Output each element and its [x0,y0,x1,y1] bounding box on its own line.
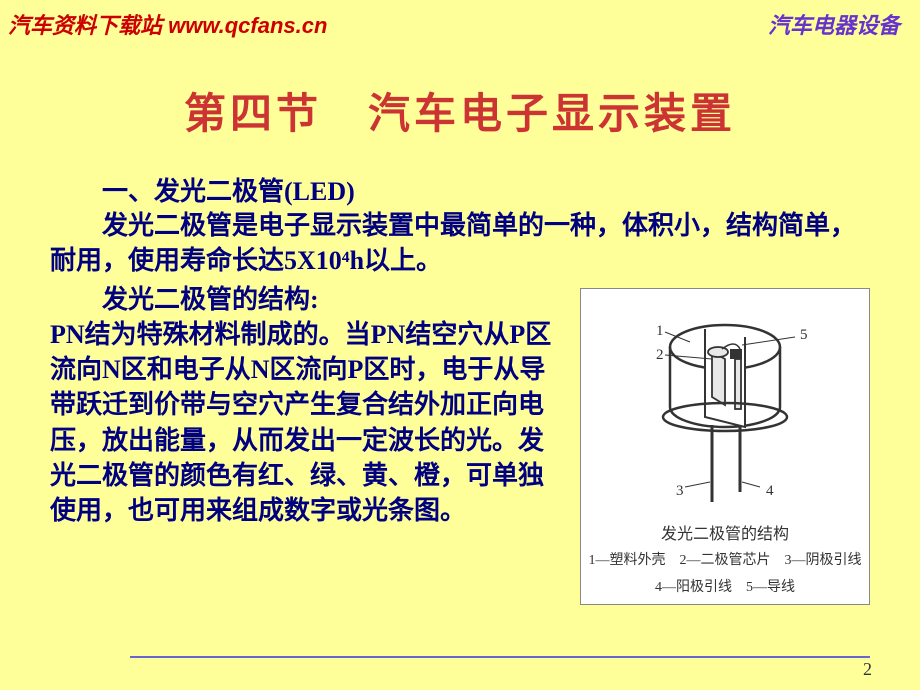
structure-paragraph: 发光二极管的结构: PN结为特殊材料制成的。当PN结空穴从P区流向N区和电子从N… [50,282,568,605]
led-diagram: 1 2 3 4 5 发光二极管的结构 1—塑料外壳 2—二极管芯片 3—阴极引线… [580,288,870,605]
diagram-legend-2: 4—阳极引线 5—导线 [585,577,865,598]
content-area: 一、发光二极管(LED) 发光二极管是电子显示装置中最简单的一种，体积小，结构简… [0,141,920,605]
body-two-column: 发光二极管的结构: PN结为特殊材料制成的。当PN结空穴从P区流向N区和电子从N… [50,282,870,605]
section-title: 第四节 汽车电子显示装置 [0,80,920,141]
site-watermark: 汽车资料下载站 www.qcfans.cn [8,8,327,40]
label-5: 5 [800,327,808,343]
doc-title-right: 汽车电器设备 [768,8,900,40]
label-4: 4 [766,483,774,499]
diagram-legend-1: 1—塑料外壳 2—二极管芯片 3—阴极引线 [585,550,865,571]
para2-body: PN结为特殊材料制成的。当PN结空穴从P区流向N区和电子从N区流向P区时，电于从… [50,320,551,524]
page-header: 汽车资料下载站 www.qcfans.cn 汽车电器设备 [0,0,920,40]
led-svg: 1 2 3 4 5 [590,297,860,507]
footer-divider [130,656,870,658]
label-2: 2 [656,347,664,363]
subheading-led: 一、发光二极管(LED) [50,171,870,208]
intro-paragraph: 发光二极管是电子显示装置中最简单的一种，体积小，结构简单，耐用，使用寿命长达5X… [50,208,870,278]
label-1: 1 [656,323,664,339]
page-number: 2 [863,659,872,680]
label-3: 3 [676,483,684,499]
diagram-caption: 发光二极管的结构 [585,520,865,544]
para2-lead: 发光二极管的结构: [50,282,568,317]
